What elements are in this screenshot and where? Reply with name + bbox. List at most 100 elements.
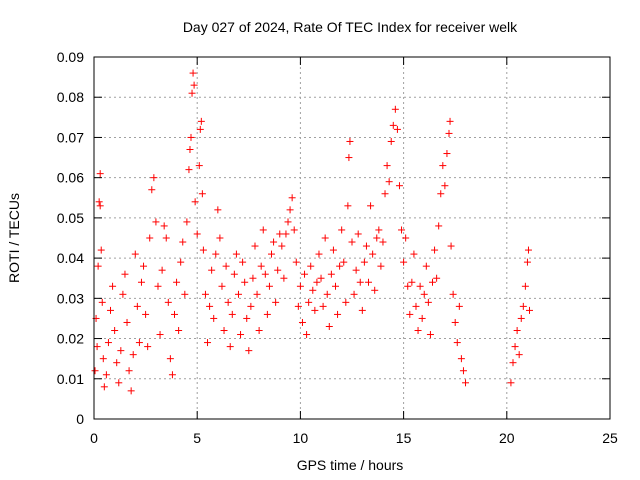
data-point (188, 89, 196, 97)
data-point (214, 206, 222, 214)
data-point (524, 246, 532, 254)
data-point (168, 371, 176, 379)
data-point (166, 355, 174, 363)
tick-labels: 0 0.01 0.02 0.03 0.04 0.05 0.06 0.07 0.08 0.09 0 5 1… (57, 49, 618, 446)
data-point (391, 105, 399, 113)
data-point (519, 302, 527, 310)
x-tick-label: 20 (499, 430, 515, 446)
data-point (303, 331, 311, 339)
data-point (102, 371, 110, 379)
data-point (377, 262, 385, 270)
data-point (404, 282, 412, 290)
data-point (515, 351, 523, 359)
data-point (216, 234, 224, 242)
y-axis-label: ROTI / TECUs (6, 193, 22, 283)
data-point (371, 286, 379, 294)
y-tick-label: 0 (76, 411, 84, 427)
data-point (507, 379, 515, 387)
data-point (410, 250, 418, 258)
data-point (387, 137, 395, 145)
data-point (523, 258, 531, 266)
data-point (393, 125, 401, 133)
data-point (204, 339, 212, 347)
data-point (226, 343, 234, 351)
data-point (104, 339, 112, 347)
data-point (259, 226, 267, 234)
data-point (232, 250, 240, 258)
data-point (212, 250, 220, 258)
data-point (336, 262, 344, 270)
data-point (418, 314, 426, 322)
x-axis-label: GPS time / hours (297, 457, 404, 473)
data-point (93, 343, 101, 351)
data-point (121, 270, 129, 278)
data-point (526, 306, 534, 314)
data-point (237, 331, 245, 339)
x-tick-label: 5 (193, 430, 201, 446)
data-point (350, 290, 358, 298)
data-point (131, 250, 139, 258)
data-point (201, 290, 209, 298)
data-point (441, 182, 449, 190)
data-point (317, 274, 325, 282)
data-point (245, 347, 253, 355)
data-point (111, 327, 119, 335)
data-point (360, 258, 368, 266)
data-point (422, 262, 430, 270)
data-point (224, 298, 232, 306)
data-point (321, 234, 329, 242)
data-point (286, 206, 294, 214)
data-point (315, 250, 323, 258)
data-point (218, 282, 226, 290)
data-point (98, 298, 106, 306)
data-point (358, 306, 366, 314)
data-point (222, 262, 230, 270)
x-tick-label: 0 (90, 430, 98, 446)
data-points (91, 69, 534, 395)
x-tick-label: 25 (602, 430, 618, 446)
data-point (193, 230, 201, 238)
data-point (455, 302, 463, 310)
data-point (340, 258, 348, 266)
data-point (115, 379, 123, 387)
y-tick-label: 0.02 (57, 331, 84, 347)
data-point (348, 238, 356, 246)
data-point (457, 355, 465, 363)
data-point (352, 266, 360, 274)
data-point (99, 355, 107, 363)
data-point (511, 343, 519, 351)
data-point (313, 278, 321, 286)
data-point (412, 302, 420, 310)
data-point (462, 379, 470, 387)
data-point (268, 250, 276, 258)
data-point (443, 150, 451, 158)
y-tick-label: 0.07 (57, 129, 84, 145)
data-point (373, 234, 381, 242)
data-point (162, 234, 170, 242)
data-point (173, 278, 181, 286)
data-point (206, 302, 214, 310)
y-tick-label: 0.01 (57, 371, 84, 387)
data-point (331, 282, 339, 290)
data-point (247, 302, 255, 310)
data-point (142, 310, 150, 318)
y-tick-label: 0.03 (57, 290, 84, 306)
data-point (241, 278, 249, 286)
data-point (282, 230, 290, 238)
data-point (261, 270, 269, 278)
data-point (156, 331, 164, 339)
data-point (294, 302, 302, 310)
data-point (428, 278, 436, 286)
data-point (431, 246, 439, 254)
data-point (323, 290, 331, 298)
data-point (395, 182, 403, 190)
data-point (158, 266, 166, 274)
data-point (154, 282, 162, 290)
data-point (292, 258, 300, 266)
data-point (257, 262, 265, 270)
data-point (263, 310, 271, 318)
data-point (406, 310, 414, 318)
y-tick-label: 0.09 (57, 49, 84, 65)
data-point (305, 298, 313, 306)
data-point (187, 133, 195, 141)
